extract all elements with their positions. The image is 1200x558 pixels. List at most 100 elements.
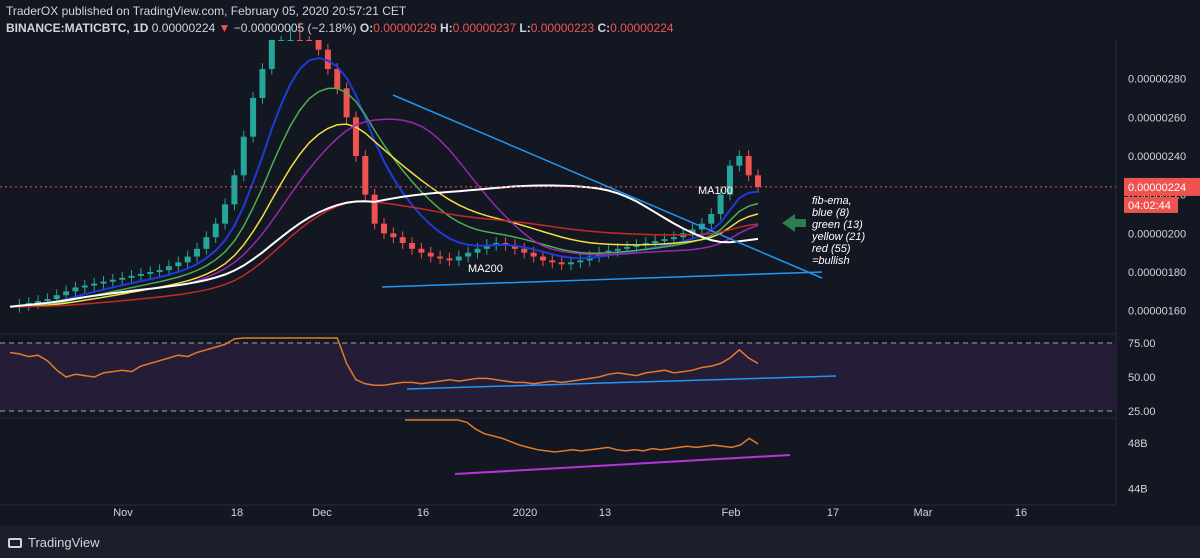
candle-body — [633, 244, 640, 247]
candle-body — [72, 287, 79, 292]
candle-body — [726, 165, 733, 195]
candle-body — [521, 248, 528, 253]
candle-body — [175, 262, 182, 267]
candle-body — [306, 40, 313, 41]
candle-body — [315, 40, 322, 50]
down-triangle-icon: ▼ — [218, 21, 231, 35]
candle-body — [250, 98, 257, 137]
candle-body — [399, 237, 406, 243]
publish-line: TraderOX published on TradingView.com, F… — [6, 4, 407, 18]
ema21-line — [9, 123, 759, 308]
current-price-label: 0.00000224 — [1128, 182, 1186, 194]
candle-body — [652, 241, 659, 243]
chart-canvas[interactable]: 0.000002800.000002600.000002400.00000220… — [0, 0, 1200, 526]
candle-body — [670, 237, 677, 240]
candle-body — [100, 281, 107, 284]
rsi-tick-label: 75.00 — [1128, 338, 1156, 350]
time-tick-label: 13 — [599, 507, 611, 519]
rsi-band — [0, 343, 1116, 411]
ema8-line — [9, 56, 759, 308]
open-label: O: — [359, 21, 374, 35]
candle-body — [53, 295, 60, 300]
time-tick-label: 17 — [827, 507, 839, 519]
ohlc-header: BINANCE:MATICBTC, 1D 0.00000224 ▼ −0.000… — [6, 21, 674, 35]
countdown-label: 04:02:44 — [1128, 200, 1171, 212]
candle-body — [427, 252, 434, 257]
symbol-label: BINANCE:MATICBTC, 1D — [6, 21, 149, 35]
rsi-tick-label: 50.00 — [1128, 372, 1156, 384]
candle-body — [156, 270, 163, 272]
obv-tick-label: 48B — [1128, 438, 1148, 450]
candle-body — [128, 275, 135, 278]
ema-legend-note: =bullish — [812, 255, 850, 267]
candle-body — [577, 260, 584, 263]
candle-body — [147, 272, 154, 274]
high-value: 0.00000237 — [452, 21, 517, 35]
candle-body — [352, 117, 359, 156]
candle-body — [240, 136, 247, 176]
candles — [16, 22, 761, 313]
time-tick-label: Mar — [914, 507, 933, 519]
price-tick-label: 0.00000240 — [1128, 151, 1186, 163]
candle-body — [203, 237, 210, 249]
candle-body — [371, 194, 378, 224]
ma200-annotation: MA200 — [468, 263, 503, 275]
candle-body — [446, 258, 453, 261]
candle-body — [268, 40, 275, 69]
candle-body — [222, 204, 229, 224]
candle-body — [437, 256, 444, 259]
candle-body — [418, 248, 425, 253]
candle-body — [212, 223, 219, 238]
candle-body — [511, 244, 518, 249]
tradingview-logo[interactable]: TradingView — [8, 535, 100, 550]
ma100-annotation: MA100 — [698, 185, 733, 197]
time-tick-label: 18 — [231, 507, 243, 519]
ema-legend-note: fib-ema, — [812, 195, 852, 207]
candle-body — [539, 256, 546, 261]
low-value: 0.00000223 — [530, 21, 595, 35]
ema13-line — [9, 87, 759, 308]
candle-body — [278, 40, 285, 41]
rsi-tick-label: 25.00 — [1128, 406, 1156, 418]
candle-body — [362, 156, 369, 195]
candle-body — [736, 156, 743, 166]
candle-body — [296, 40, 303, 41]
candle-body — [343, 88, 350, 118]
ema-legend-note: blue (8) — [812, 207, 850, 219]
obv-tick-label: 44B — [1128, 484, 1148, 496]
open-value: 0.00000229 — [373, 21, 437, 35]
candle-body — [259, 69, 266, 98]
support-trendline — [381, 271, 823, 288]
candle-body — [689, 229, 696, 234]
candle-body — [137, 273, 144, 276]
candle-body — [717, 194, 724, 214]
price-tick-label: 0.00000200 — [1128, 228, 1186, 240]
candle-body — [287, 40, 294, 41]
price-tick-label: 0.00000180 — [1128, 267, 1186, 279]
current-price-badge — [1124, 177, 1200, 196]
candle-body — [184, 256, 191, 263]
obv-line — [405, 419, 759, 453]
time-tick-label: Feb — [722, 507, 741, 519]
candle-body — [35, 301, 42, 303]
price-tick-label: 0.00000160 — [1128, 306, 1186, 318]
candle-body — [568, 262, 574, 265]
candle-body — [530, 252, 537, 257]
time-tick-label: 16 — [1015, 507, 1027, 519]
candle-body — [493, 243, 500, 245]
rsi-trendline — [406, 375, 837, 390]
candle-body — [708, 214, 715, 224]
candle-body — [605, 250, 612, 253]
candle-body — [81, 285, 88, 288]
time-tick-label: Dec — [312, 507, 332, 519]
tradingview-logo-icon — [8, 537, 22, 548]
candle-body — [231, 175, 238, 205]
close-label: C: — [597, 21, 611, 35]
candle-body — [624, 246, 631, 249]
candle-body — [165, 266, 172, 271]
candle-body — [324, 49, 331, 69]
ma200-line — [9, 184, 759, 308]
ema55-line — [9, 200, 759, 308]
time-tick-label: 2020 — [513, 507, 537, 519]
time-tick-label: Nov — [113, 507, 133, 519]
